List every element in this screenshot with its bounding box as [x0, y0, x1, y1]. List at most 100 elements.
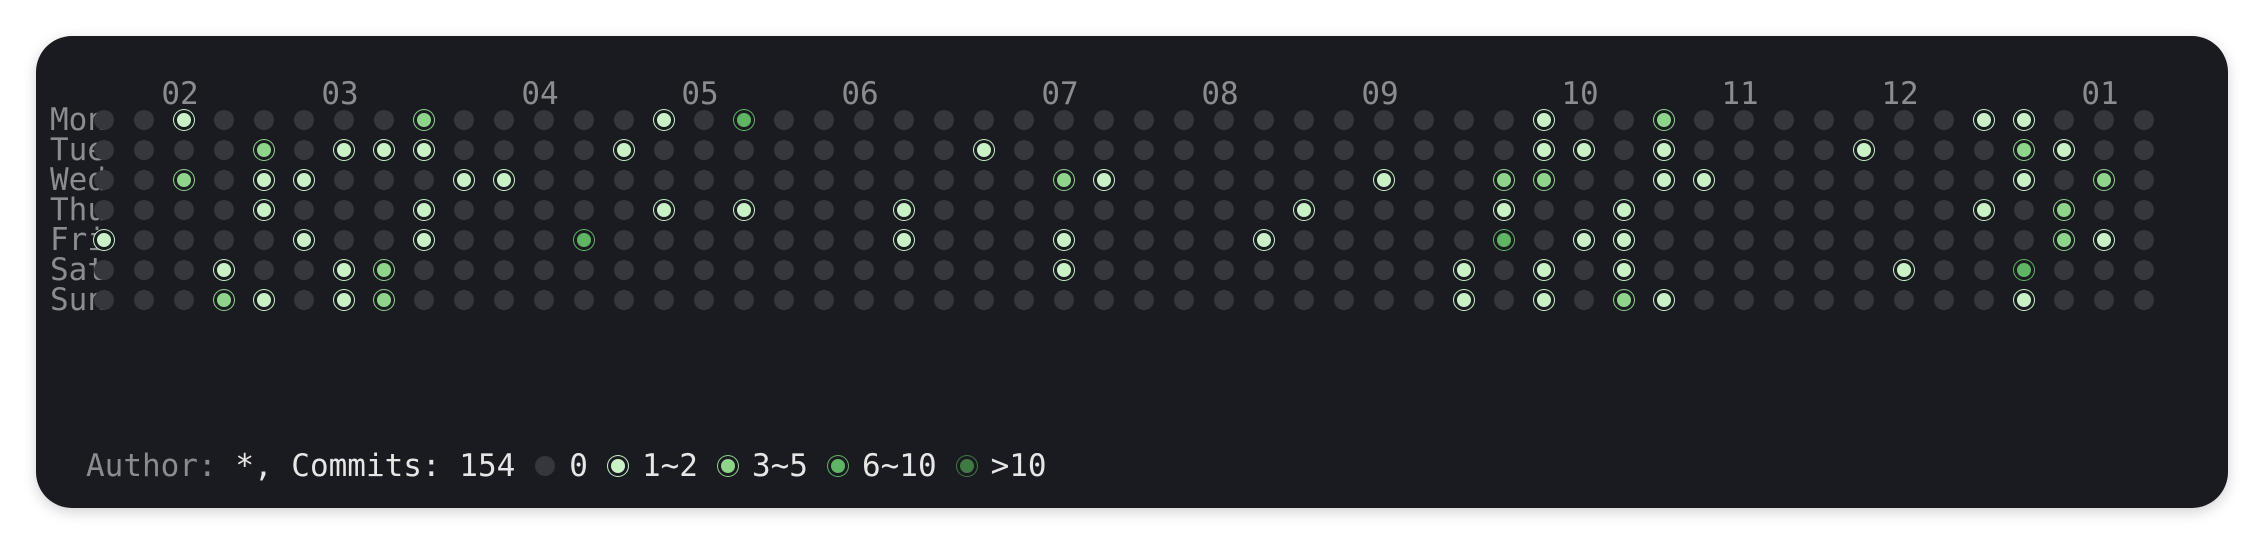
contribution-cell — [734, 110, 754, 130]
contribution-cell — [1054, 290, 1074, 310]
contribution-cell — [1334, 200, 1354, 220]
contribution-cell — [454, 170, 474, 190]
contribution-cell — [1974, 170, 1994, 190]
contribution-cell — [774, 140, 794, 160]
contribution-cell — [1494, 200, 1514, 220]
contribution-cell — [1694, 200, 1714, 220]
contribution-cell — [854, 170, 874, 190]
contribution-cell — [294, 200, 314, 220]
contribution-cell — [1254, 260, 1274, 280]
legend-item: 6~10 — [827, 448, 937, 484]
contribution-cell — [934, 230, 954, 250]
contribution-cell — [1774, 200, 1794, 220]
contribution-cell — [734, 200, 754, 220]
contribution-cell — [1494, 230, 1514, 250]
contribution-cell — [1374, 110, 1394, 130]
contribution-cell — [2094, 110, 2114, 130]
contribution-cell — [1374, 230, 1394, 250]
contribution-cell — [174, 200, 194, 220]
contribution-cell — [534, 230, 554, 250]
contribution-cell — [814, 170, 834, 190]
contribution-cell — [1774, 230, 1794, 250]
contribution-cell — [1054, 200, 1074, 220]
contribution-cell — [1094, 260, 1114, 280]
contribution-cell — [694, 140, 714, 160]
legend-dot-icon — [956, 456, 977, 476]
contribution-cell — [214, 290, 234, 310]
contribution-cell — [894, 290, 914, 310]
contribution-cell — [334, 290, 354, 310]
contribution-cell — [254, 170, 274, 190]
contribution-cell — [1014, 230, 1034, 250]
contribution-cell — [614, 200, 634, 220]
contribution-cell — [1134, 170, 1154, 190]
contribution-cell — [1774, 290, 1794, 310]
contribution-cell — [214, 260, 234, 280]
contribution-cell — [294, 110, 314, 130]
contribution-cell — [1534, 230, 1554, 250]
contribution-cell — [94, 170, 114, 190]
contribution-cell — [654, 110, 674, 130]
contribution-cell — [1974, 200, 1994, 220]
contribution-cell — [294, 260, 314, 280]
contribution-cell — [1894, 200, 1914, 220]
contribution-cell — [534, 110, 554, 130]
contribution-cell — [374, 230, 394, 250]
contribution-cell — [2014, 140, 2034, 160]
month-label: 11 — [1721, 76, 1759, 112]
contribution-cell — [494, 140, 514, 160]
contribution-cell — [174, 290, 194, 310]
contribution-cell — [1814, 230, 1834, 250]
contribution-cell — [134, 200, 154, 220]
contribution-cell — [614, 230, 634, 250]
contribution-cell — [2134, 170, 2154, 190]
contribution-cell — [1414, 230, 1434, 250]
contribution-cell — [1014, 290, 1034, 310]
contribution-cell — [1294, 290, 1314, 310]
month-label: 03 — [321, 76, 359, 112]
contribution-cell — [1734, 110, 1754, 130]
contribution-cell — [1694, 170, 1714, 190]
contribution-cell — [254, 230, 274, 250]
contribution-cell — [1574, 140, 1594, 160]
contribution-cell — [1494, 290, 1514, 310]
contribution-cell — [814, 140, 834, 160]
contribution-cell — [214, 110, 234, 130]
contribution-cell — [1014, 110, 1034, 130]
contribution-cell — [1334, 230, 1354, 250]
contribution-cell — [374, 140, 394, 160]
contribution-cell — [1734, 290, 1754, 310]
contribution-cell — [1294, 200, 1314, 220]
contribution-cell — [374, 260, 394, 280]
contribution-cell — [1094, 140, 1114, 160]
contribution-cell — [1854, 290, 1874, 310]
contribution-cell — [294, 290, 314, 310]
contribution-cell — [2094, 290, 2114, 310]
contribution-cell — [894, 170, 914, 190]
contribution-cell — [734, 260, 754, 280]
contribution-cell — [974, 260, 994, 280]
contribution-cell — [1974, 110, 1994, 130]
contribution-cell — [294, 140, 314, 160]
contribution-cell — [1974, 140, 1994, 160]
month-label: 07 — [1041, 76, 1079, 112]
contribution-cell — [1574, 290, 1594, 310]
contribution-cell — [1094, 110, 1114, 130]
contribution-cell — [1774, 140, 1794, 160]
contribution-cell — [254, 200, 274, 220]
contribution-cell — [1374, 260, 1394, 280]
contribution-cell — [654, 290, 674, 310]
contribution-cell — [2134, 140, 2154, 160]
month-label: 08 — [1201, 76, 1239, 112]
contribution-cell — [1934, 170, 1954, 190]
contribution-cell — [94, 230, 114, 250]
contribution-cell — [1534, 290, 1554, 310]
contribution-cell — [1454, 230, 1474, 250]
contribution-cell — [854, 260, 874, 280]
legend-dot-icon — [717, 456, 738, 476]
contribution-cell — [1454, 290, 1474, 310]
contribution-cell — [1454, 200, 1474, 220]
legend-item: 0 — [535, 448, 588, 484]
contribution-cell — [1974, 230, 1994, 250]
month-label: 05 — [681, 76, 719, 112]
